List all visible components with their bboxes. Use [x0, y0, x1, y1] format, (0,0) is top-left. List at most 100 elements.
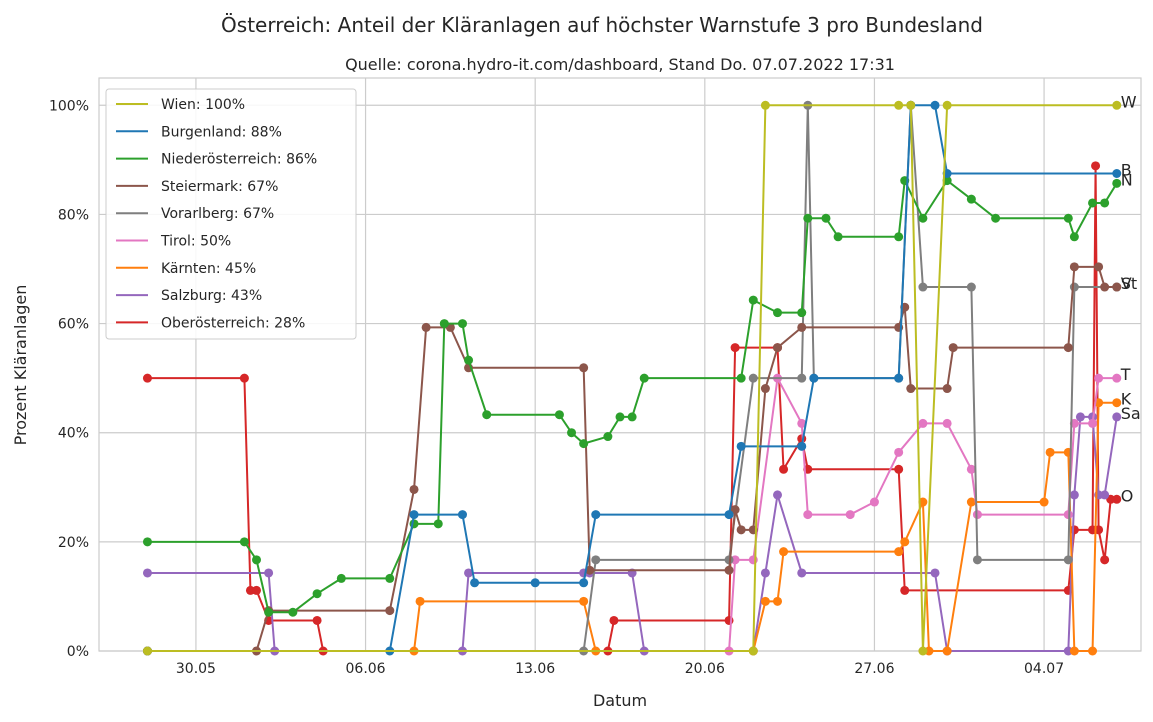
x-axis-label: Datum	[593, 691, 647, 710]
data-point	[918, 213, 928, 223]
series-line	[147, 401, 1117, 652]
data-point	[1091, 161, 1101, 171]
data-point	[1063, 213, 1073, 223]
data-point	[730, 343, 740, 353]
data-point	[1112, 398, 1122, 408]
data-point	[918, 418, 928, 428]
end-label: B	[1121, 161, 1132, 180]
data-point	[736, 441, 746, 451]
data-point	[1075, 412, 1085, 422]
data-point	[894, 373, 904, 383]
legend-box	[105, 88, 357, 340]
data-point	[142, 537, 152, 547]
chart-subtitle: Quelle: corona.hydro-it.com/dashboard, S…	[345, 55, 895, 74]
data-point	[736, 525, 746, 535]
data-point	[797, 441, 807, 451]
data-point	[1112, 412, 1122, 422]
data-point	[1112, 178, 1122, 188]
data-point	[779, 464, 789, 474]
data-point	[609, 615, 619, 625]
data-point	[1112, 494, 1122, 504]
data-point	[554, 410, 564, 420]
data-point	[797, 568, 807, 578]
data-point	[809, 373, 819, 383]
legend-item: Vorarlberg: 67%	[116, 206, 274, 222]
data-point	[797, 308, 807, 318]
data-point	[930, 100, 940, 110]
legend-label: Kärnten: 45%	[161, 261, 256, 277]
data-point	[730, 505, 740, 515]
data-point	[894, 232, 904, 242]
data-point	[385, 606, 395, 616]
data-point	[760, 384, 770, 394]
data-point	[760, 568, 770, 578]
data-point	[773, 308, 783, 318]
data-point	[942, 100, 952, 110]
data-point	[1088, 646, 1098, 656]
data-point	[748, 555, 758, 565]
data-point	[900, 537, 910, 547]
data-point	[421, 322, 431, 332]
data-point	[942, 384, 952, 394]
data-point	[724, 565, 734, 575]
y-tick-label: 100%	[49, 98, 89, 114]
data-point	[803, 213, 813, 223]
series-layer	[142, 100, 1122, 656]
data-point	[845, 510, 855, 520]
data-point	[797, 373, 807, 383]
legend-item: Steiermark: 67%	[116, 179, 278, 195]
legend-item: Kärnten: 45%	[116, 261, 256, 277]
data-point	[1094, 262, 1104, 272]
data-point	[579, 363, 589, 373]
data-point	[1100, 555, 1110, 565]
series-T	[142, 373, 1122, 656]
data-point	[415, 596, 425, 606]
legend-label: Burgenland: 88%	[161, 124, 282, 140]
data-point	[1069, 490, 1079, 500]
data-point	[797, 418, 807, 428]
series-line	[147, 415, 1118, 652]
legend: Wien: 100% Burgenland: 88% Niederösterreic…	[105, 88, 357, 340]
data-point	[773, 490, 783, 500]
y-tick-label: 0%	[67, 644, 89, 660]
legend-item: Niederösterreich: 86%	[116, 152, 317, 168]
data-point	[530, 578, 540, 588]
legend-label: Steiermark: 67%	[161, 179, 278, 195]
data-point	[457, 510, 467, 520]
data-point	[1112, 282, 1122, 292]
data-point	[736, 373, 746, 383]
legend-item: Tirol: 50%	[116, 234, 231, 250]
data-point	[1100, 490, 1110, 500]
data-point	[894, 447, 904, 457]
y-tick-label: 80%	[58, 207, 89, 223]
data-point	[464, 355, 474, 365]
data-point	[482, 410, 492, 420]
data-point	[409, 510, 419, 520]
data-point	[760, 100, 770, 110]
data-point	[797, 322, 807, 332]
data-point	[579, 578, 589, 588]
legend-item: Burgenland: 88%	[116, 124, 282, 140]
data-point	[972, 555, 982, 565]
data-point	[1063, 555, 1073, 565]
data-point	[264, 607, 274, 617]
data-point	[1100, 282, 1110, 292]
legend-item: Wien: 100%	[116, 97, 245, 113]
data-point	[252, 555, 262, 565]
legend-label: Tirol: 50%	[160, 234, 231, 250]
data-point	[1094, 373, 1104, 383]
data-point	[918, 646, 928, 656]
data-point	[906, 100, 916, 110]
data-point	[748, 373, 758, 383]
data-point	[336, 573, 346, 583]
data-point	[1112, 373, 1122, 383]
data-point	[288, 607, 298, 617]
data-point	[821, 213, 831, 223]
data-point	[1063, 510, 1073, 520]
data-point	[779, 547, 789, 557]
data-point	[239, 537, 249, 547]
x-tick-label: 06.06	[346, 661, 386, 677]
data-point	[470, 578, 480, 588]
